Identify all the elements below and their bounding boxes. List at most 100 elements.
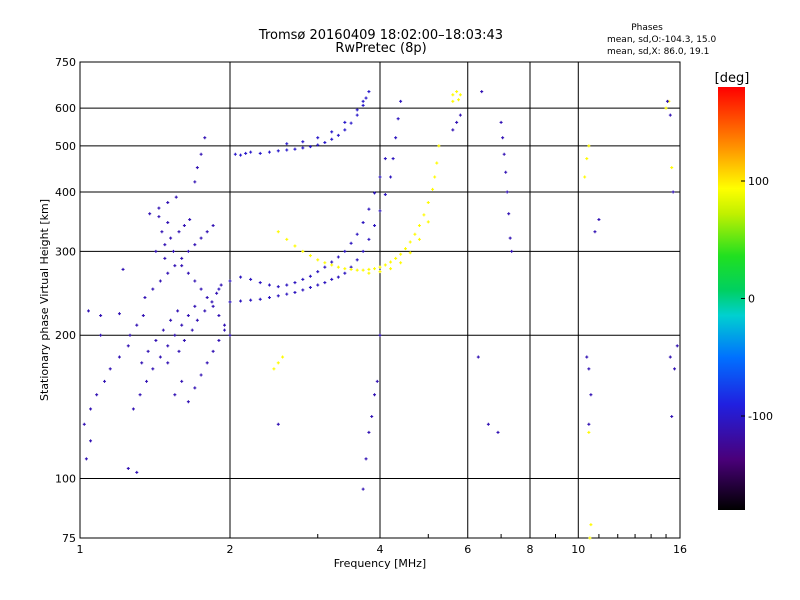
- data-point: [373, 393, 377, 397]
- colorbar-label: [deg]: [715, 71, 750, 86]
- data-point: [126, 344, 130, 348]
- data-point: [205, 230, 209, 234]
- data-point: [285, 142, 289, 146]
- data-point: [99, 314, 103, 318]
- data-point: [330, 130, 334, 134]
- data-point: [217, 287, 221, 291]
- phase-stats-x: mean, sd,X: 86.0, 19.1: [607, 47, 709, 57]
- data-point: [190, 328, 194, 332]
- data-point: [437, 144, 441, 148]
- grid-lines: [80, 62, 680, 538]
- data-point: [228, 333, 232, 337]
- data-point: [585, 157, 589, 161]
- data-point: [193, 304, 197, 308]
- data-point: [451, 128, 455, 132]
- x-tick-label: 10: [571, 543, 585, 556]
- data-point: [670, 166, 674, 170]
- data-point: [675, 344, 679, 348]
- data-point: [180, 256, 184, 260]
- data-point: [413, 232, 417, 236]
- data-point: [276, 422, 280, 426]
- data-point: [174, 195, 178, 199]
- x-axis-ticks: 1 2 4 6 8 10 16: [77, 534, 687, 556]
- data-point: [323, 281, 327, 285]
- data-point: [171, 249, 175, 253]
- data-point: [239, 153, 243, 157]
- data-point: [141, 314, 145, 318]
- data-point: [316, 283, 320, 287]
- y-tick-label: 750: [55, 56, 76, 69]
- data-point: [173, 333, 177, 337]
- data-point: [670, 414, 674, 418]
- data-point: [117, 312, 121, 316]
- data-point: [138, 393, 142, 397]
- data-point: [316, 258, 320, 262]
- data-point: [199, 236, 203, 240]
- data-point: [587, 430, 591, 434]
- data-points: [82, 90, 679, 540]
- data-point: [378, 175, 382, 179]
- data-point: [431, 187, 435, 191]
- data-point: [455, 90, 459, 94]
- data-point: [367, 90, 371, 94]
- data-point: [399, 261, 403, 265]
- data-point: [173, 264, 177, 268]
- data-point: [193, 180, 197, 184]
- data-point: [99, 333, 103, 337]
- data-point: [223, 323, 227, 327]
- data-point: [258, 297, 262, 301]
- data-point: [176, 309, 180, 313]
- data-point: [154, 338, 158, 342]
- data-point: [504, 170, 508, 174]
- data-point: [180, 323, 184, 327]
- y-tick-label: 100: [55, 473, 76, 486]
- data-point: [135, 470, 139, 474]
- data-point: [166, 344, 170, 348]
- data-point: [367, 237, 371, 241]
- data-point: [389, 260, 393, 264]
- data-point: [233, 152, 237, 156]
- data-point: [426, 220, 430, 224]
- data-point: [668, 113, 672, 117]
- data-point: [157, 215, 161, 219]
- data-point: [589, 393, 593, 397]
- colorbar-gradient: [718, 87, 745, 510]
- data-point: [336, 133, 340, 137]
- data-point: [272, 367, 276, 371]
- data-point: [145, 379, 149, 383]
- data-point: [496, 430, 500, 434]
- data-point: [507, 212, 511, 216]
- data-point: [364, 96, 368, 100]
- data-point: [597, 218, 601, 222]
- data-point: [668, 355, 672, 359]
- data-point: [361, 99, 365, 103]
- data-point: [383, 157, 387, 161]
- data-point: [399, 99, 403, 103]
- y-tick-label: 300: [55, 245, 76, 258]
- data-point: [173, 393, 177, 397]
- data-point: [367, 271, 371, 275]
- data-point: [199, 152, 203, 156]
- data-point: [367, 430, 371, 434]
- data-point: [396, 117, 400, 121]
- data-point: [249, 277, 253, 281]
- data-point: [330, 260, 334, 264]
- y-tick-label: 75: [62, 532, 76, 545]
- data-point: [383, 263, 387, 267]
- data-point: [665, 99, 669, 103]
- data-point: [480, 90, 484, 94]
- data-point: [394, 136, 398, 140]
- data-point: [267, 296, 271, 300]
- data-point: [587, 144, 591, 148]
- data-point: [117, 355, 121, 359]
- data-point: [195, 318, 199, 322]
- data-point: [276, 294, 280, 298]
- data-point: [336, 255, 340, 259]
- data-point: [249, 150, 253, 154]
- data-point: [316, 136, 320, 140]
- data-point: [193, 279, 197, 283]
- data-point: [281, 355, 285, 359]
- data-point: [121, 267, 125, 271]
- data-point: [249, 298, 253, 302]
